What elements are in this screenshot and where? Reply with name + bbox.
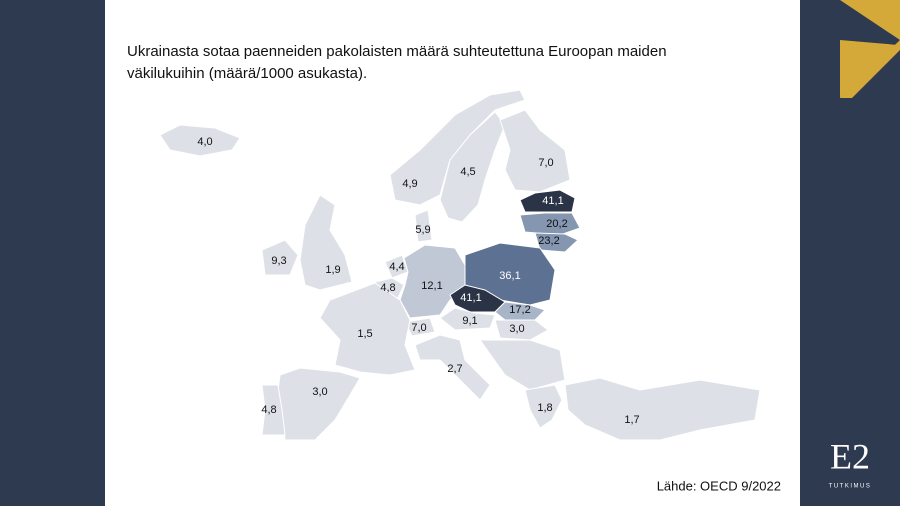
country-value: 23,2 xyxy=(538,235,559,247)
country-value: 3,0 xyxy=(312,386,327,398)
source: Lähde: OECD 9/2022 xyxy=(657,478,781,493)
title-line: väkilukuihin (määrä/1000 asukasta). xyxy=(127,65,367,82)
country xyxy=(159,124,241,157)
country-value: 4,4 xyxy=(389,261,404,273)
map: 4,0 4,9 4,5 7,0 41,1 20,2 23,2 5,9 9,3 1,9 4,4 4,8 1… xyxy=(159,89,761,441)
left-panel xyxy=(0,0,105,506)
country-value: 17,2 xyxy=(509,304,530,316)
country-value: 5,9 xyxy=(415,224,430,236)
country-value: 1,8 xyxy=(537,402,552,414)
country xyxy=(389,89,526,206)
country-value: 1,5 xyxy=(357,328,372,340)
country xyxy=(439,111,506,223)
country xyxy=(319,282,416,376)
country xyxy=(524,384,563,429)
country-value: 7,0 xyxy=(411,322,426,334)
country xyxy=(494,319,549,341)
country-value: 4,0 xyxy=(197,136,212,148)
country-value: 4,5 xyxy=(460,166,475,178)
country xyxy=(261,239,299,276)
logo-mark: E2 xyxy=(830,436,870,476)
logo-text: TUTKIMUS xyxy=(829,484,872,490)
country xyxy=(519,212,581,236)
country-value: 20,2 xyxy=(546,218,567,230)
country-value: 4,8 xyxy=(380,282,395,294)
country-value: 41,1 xyxy=(542,195,563,207)
country xyxy=(299,194,353,291)
country xyxy=(414,334,491,401)
country-value: 4,9 xyxy=(402,178,417,190)
country-value: 1,7 xyxy=(624,414,639,426)
country xyxy=(399,244,466,319)
country xyxy=(261,384,286,436)
country-value: 9,1 xyxy=(462,315,477,327)
title-line: Ukrainasta sotaa paenneiden pakolaisten … xyxy=(127,43,667,60)
country-value: 41,1 xyxy=(460,292,481,304)
country-value: 4,8 xyxy=(261,404,276,416)
country-value: 1,9 xyxy=(325,264,340,276)
country-value: 7,0 xyxy=(538,157,553,169)
country-value: 3,0 xyxy=(509,323,524,335)
country-value: 9,3 xyxy=(271,255,286,267)
country xyxy=(439,307,496,331)
country xyxy=(414,209,433,243)
country xyxy=(564,377,761,441)
country xyxy=(519,189,576,213)
gold-triangle xyxy=(840,0,900,40)
gold-triangle xyxy=(840,40,898,98)
country xyxy=(404,317,436,337)
country-value: 2,7 xyxy=(447,363,462,375)
country-value: 36,1 xyxy=(499,270,520,282)
country xyxy=(534,232,579,253)
country-value: 12,1 xyxy=(421,280,442,292)
country xyxy=(499,109,571,193)
